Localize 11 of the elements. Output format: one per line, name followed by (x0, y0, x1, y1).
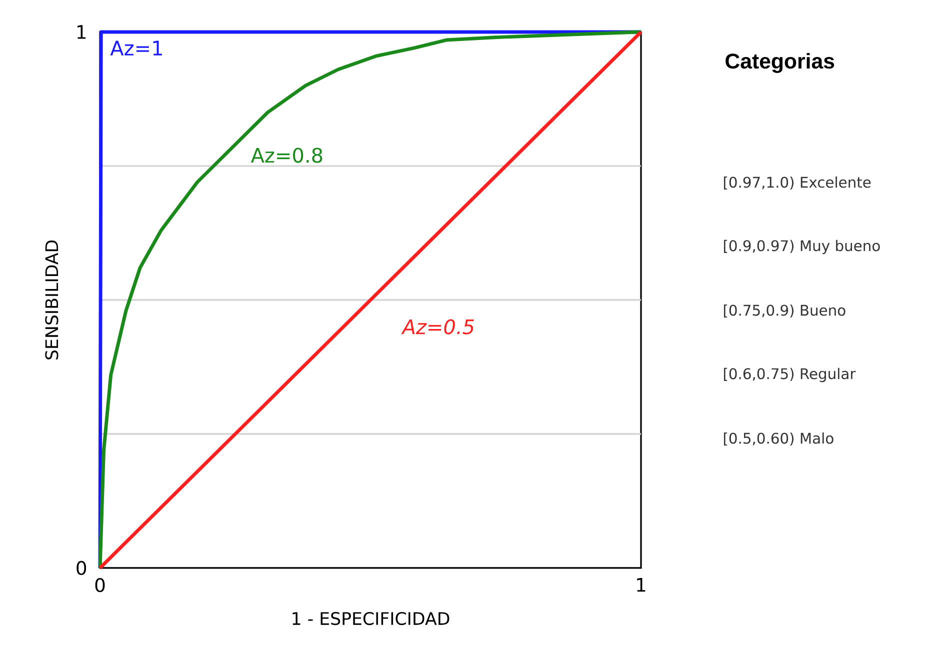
text: [0.6,0.75) Regular (724, 368, 856, 382)
series-label: Az=1 (110, 40, 162, 56)
x-axis-title: 1 - ESPECIFICIDAD (292, 612, 450, 626)
text: Categorias (726, 53, 834, 73)
text: [0.97,1.0) Excelente (724, 176, 871, 190)
series-label: Az=0.8 (250, 148, 322, 163)
text: [0.9,0.97) Muy bueno (724, 240, 880, 254)
text: [0.75,0.9) Bueno (724, 304, 846, 318)
y-axis-title: SENSIBILIDAD (45, 240, 58, 360)
text: [0.5,0.60) Malo (724, 432, 834, 446)
series-label: Az=0.5 (401, 319, 474, 334)
